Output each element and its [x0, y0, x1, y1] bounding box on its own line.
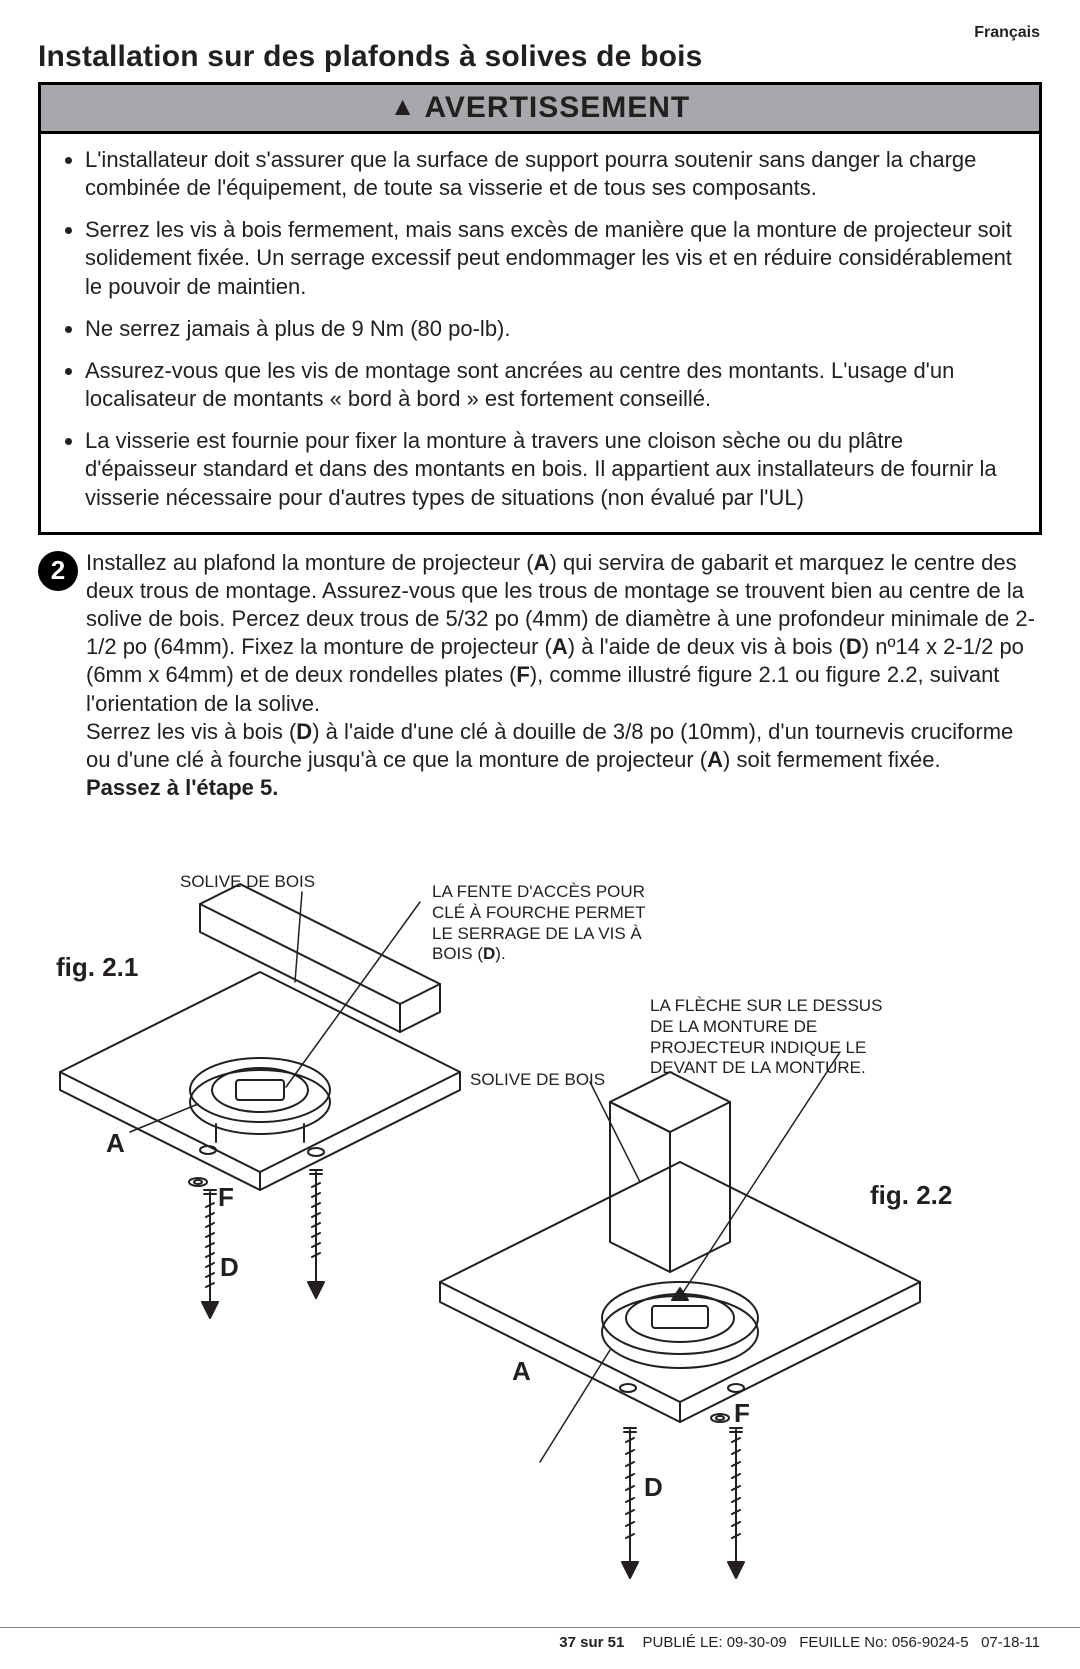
step-text: Installez au plafond la monture de proje…: [86, 549, 1042, 802]
note-slot: LA FENTE D'ACCÈS POURCLÉ À FOURCHE PERME…: [432, 882, 672, 965]
note-arrow: LA FLÈCHE SUR LE DESSUSDE LA MONTURE DEP…: [650, 996, 910, 1079]
footer-page: 37 sur 51: [559, 1634, 624, 1651]
footer-published-date: 09-30-09: [727, 1634, 787, 1651]
part-label-d: D: [220, 1252, 239, 1283]
figure-area: fig. 2.1 fig. 2.2 A F D A F D SOLIVE DE …: [40, 832, 1040, 1612]
warning-body: L'installateur doit s'assurer que la sur…: [41, 134, 1039, 532]
language-label: Français: [974, 24, 1040, 42]
part-label-a: A: [512, 1356, 531, 1387]
step-row: 2 Installez au plafond la monture de pro…: [38, 549, 1042, 802]
note-joist-2: SOLIVE DE BOIS: [470, 1070, 605, 1091]
warning-item: Assurez-vous que les vis de montage sont…: [85, 357, 1019, 413]
part-label-f: F: [218, 1182, 234, 1213]
warning-heading-text: AVERTISSEMENT: [424, 91, 690, 124]
step-number-badge: 2: [38, 551, 78, 591]
part-label-f: F: [734, 1398, 750, 1429]
warning-item: Ne serrez jamais à plus de 9 Nm (80 po-l…: [85, 315, 1019, 343]
figure-caption-2: fig. 2.2: [870, 1180, 952, 1211]
warning-item: Serrez les vis à bois fermement, mais sa…: [85, 216, 1019, 300]
footer-sheet-no: 056-9024-5: [892, 1634, 969, 1651]
figure-caption-1: fig. 2.1: [56, 952, 138, 983]
warning-icon: ▲: [390, 91, 417, 122]
page-title: Installation sur des plafonds à solives …: [38, 40, 1042, 74]
warning-item: L'installateur doit s'assurer que la sur…: [85, 146, 1019, 202]
warning-list: L'installateur doit s'assurer que la sur…: [61, 146, 1019, 512]
part-label-a: A: [106, 1128, 125, 1159]
warning-heading: ▲AVERTISSEMENT: [41, 85, 1039, 134]
note-joist-1: SOLIVE DE BOIS: [180, 872, 315, 893]
part-label-d: D: [644, 1472, 663, 1503]
page-footer: 37 sur 51 PUBLIÉ LE: 09-30-09 FEUILLE No…: [0, 1627, 1080, 1651]
footer-published-label: PUBLIÉ LE:: [642, 1634, 722, 1651]
warning-item: La visserie est fournie pour fixer la mo…: [85, 427, 1019, 511]
warning-box: ▲AVERTISSEMENT L'installateur doit s'ass…: [38, 82, 1042, 535]
footer-sheet-date: 07-18-11: [981, 1634, 1040, 1651]
footer-sheet-label: FEUILLE No:: [799, 1634, 887, 1651]
document-page: Français Installation sur des plafonds à…: [0, 0, 1080, 1669]
